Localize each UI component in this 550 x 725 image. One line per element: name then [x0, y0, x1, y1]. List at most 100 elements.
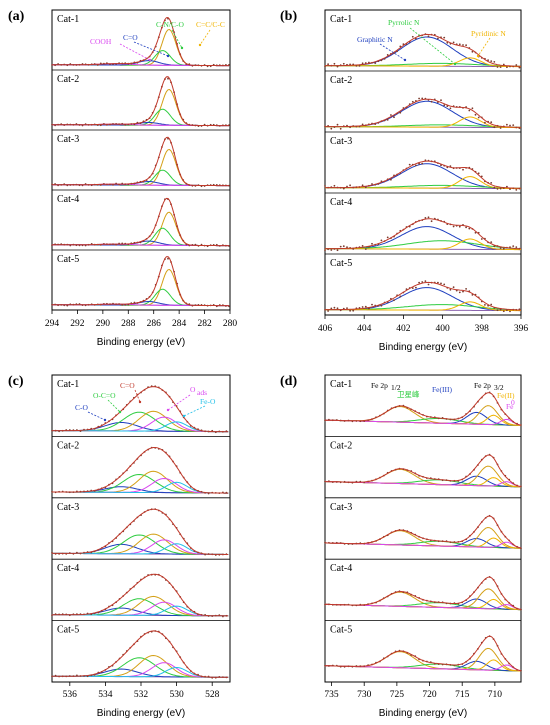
data-point	[490, 182, 493, 184]
data-point	[386, 54, 389, 56]
component-peak	[325, 57, 521, 68]
annotation-fe-2p12: Fe 2p	[371, 381, 388, 390]
data-point	[364, 186, 367, 189]
x-tick-label: 284	[172, 319, 187, 329]
data-point	[415, 164, 417, 167]
data-point	[421, 281, 424, 283]
annotation-arrow	[133, 41, 169, 57]
data-point	[361, 245, 364, 247]
annotation-pyrrolic-n: Pyrrolic N	[388, 18, 420, 27]
annotation-fe-ii: Fe(II)	[497, 391, 515, 400]
x-tick-label: 720	[422, 690, 437, 700]
x-tick-label: 406	[318, 324, 333, 334]
plot-frame	[324, 374, 522, 683]
component-peak	[52, 601, 229, 617]
data-point	[364, 248, 367, 251]
annotation-arrow	[199, 29, 211, 46]
x-tick-label: 396	[514, 324, 529, 334]
sample-label: Cat-1	[330, 379, 352, 390]
fit-envelope	[52, 136, 229, 187]
data-point	[411, 100, 414, 103]
x-axis-title: Binding energy (eV)	[379, 342, 467, 353]
data-point	[471, 107, 474, 110]
data-point	[458, 43, 461, 46]
component-peak	[52, 477, 229, 494]
fit-envelope	[325, 160, 521, 189]
data-point	[458, 291, 461, 294]
data-point	[452, 286, 455, 289]
data-point	[462, 290, 464, 293]
sample-label: Cat-4	[330, 563, 352, 574]
x-tick-label: 528	[205, 690, 220, 700]
x-tick-label: 530	[169, 690, 184, 700]
data-point	[477, 116, 480, 119]
component-peak	[52, 211, 229, 247]
annotation-arrow	[134, 389, 141, 403]
sample-label: Cat-4	[57, 194, 79, 205]
data-point	[518, 66, 521, 69]
chart-panel-d: (d) Cat-1 Cat-2 Cat-3 Cat-4 Cat-5 735 730 725 720…	[280, 374, 522, 719]
data-point	[371, 242, 373, 245]
data-point	[390, 178, 392, 181]
data-point	[452, 41, 455, 44]
data-point	[506, 123, 508, 126]
data-point	[490, 303, 493, 306]
data-point	[468, 227, 471, 230]
data-point	[330, 307, 333, 310]
sample-label: Cat-3	[57, 502, 79, 513]
sample-label: Cat-3	[330, 136, 352, 147]
data-point	[512, 124, 515, 126]
data-point	[437, 37, 439, 40]
fit-envelope	[52, 508, 229, 555]
annotation-fe-2p32: Fe 2p	[474, 381, 491, 390]
data-point	[330, 249, 333, 251]
data-point	[333, 184, 336, 187]
x-axis-title: Binding energy (eV)	[379, 708, 467, 719]
chart-panel-a: (a) Cat-1 Cat-2 Cat-3 Cat-4 Cat-5 294 292 290 288…	[8, 9, 237, 348]
data-point	[390, 114, 392, 116]
annotation-arrow	[409, 27, 456, 65]
data-point	[499, 66, 502, 68]
sample-label: Cat-2	[330, 75, 352, 86]
fit-envelope	[324, 515, 522, 549]
annotation-arrow	[183, 405, 206, 417]
data-point	[371, 183, 373, 185]
x-tick-label: 532	[134, 690, 149, 700]
data-point	[471, 50, 474, 53]
sample-label: Cat-2	[330, 440, 352, 451]
data-point	[449, 165, 452, 168]
annotation-arrow-head	[148, 58, 152, 62]
data-point	[465, 226, 467, 229]
component-peak	[52, 662, 229, 678]
annotation-fe0-sup: 0	[511, 398, 515, 407]
component-peak	[325, 238, 521, 251]
component-peak	[325, 176, 521, 190]
data-point	[490, 60, 493, 62]
panel-letter: (b)	[280, 9, 297, 24]
annotation-c-o: C=O	[123, 33, 138, 42]
x-tick-label: 398	[475, 324, 490, 334]
data-point	[443, 36, 446, 39]
component-peak	[324, 418, 522, 426]
annotation-o-c-o: O-C=O	[93, 391, 116, 400]
data-point	[443, 104, 446, 107]
data-point	[506, 66, 508, 69]
data-point	[371, 303, 373, 306]
sample-label: Cat-5	[330, 258, 352, 269]
x-tick-label: 290	[96, 319, 111, 329]
annotation-arrow	[477, 37, 491, 57]
fit-envelope	[52, 197, 229, 247]
fit-envelope	[325, 98, 522, 128]
data-point	[493, 126, 496, 129]
annotation-fe-iii: Fe(III)	[432, 385, 452, 394]
data-point	[493, 245, 496, 248]
annotation-fe-2p12-sub: 1/2	[391, 383, 401, 392]
data-point	[167, 77, 169, 80]
data-point	[509, 310, 511, 313]
data-point	[499, 247, 502, 249]
annotation-arrow-head	[476, 54, 480, 58]
annotation-arrow	[87, 411, 106, 421]
x-tick-label: 292	[70, 319, 85, 329]
data-point	[336, 307, 339, 310]
data-point	[440, 99, 442, 102]
